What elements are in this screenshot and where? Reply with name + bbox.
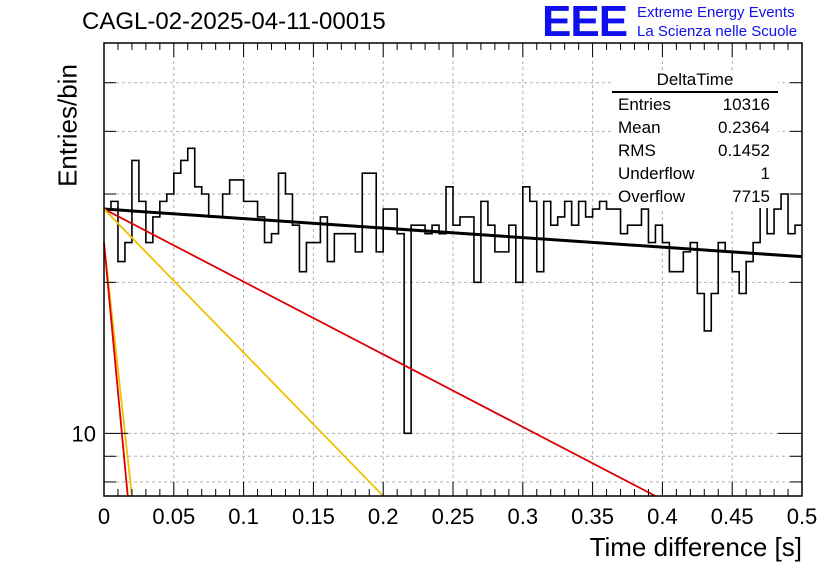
x-tick-label: 0.5 <box>787 504 818 529</box>
tick-labels: 0 0.05 0.1 0.15 0.2 0.25 0.3 0.35 0.4 0.45 0.5 10 <box>72 421 818 529</box>
y-tick-label: 10 <box>72 421 96 446</box>
fit-line-fit-red-1 <box>103 208 656 497</box>
x-tick-label: 0 <box>98 504 110 529</box>
fit-line-fit-red-2 <box>103 242 129 497</box>
x-tick-label: 0.35 <box>571 504 614 529</box>
logo-line-1: Extreme Energy Events <box>637 4 795 21</box>
x-tick-label: 0.4 <box>647 504 678 529</box>
run-title: CAGL-02-2025-04-11-00015 <box>82 8 386 35</box>
axis-ticks <box>103 43 803 496</box>
stats-title: DeltaTime <box>612 70 778 93</box>
stats-value: 1 <box>760 164 770 183</box>
stats-label: Overflow <box>618 187 686 206</box>
stats-box: DeltaTime Entries 10316 Mean 0.2364 RMS 0.145… <box>612 70 778 208</box>
stats-row: Underflow 1 <box>612 162 778 185</box>
fit-line-fit <box>103 207 803 259</box>
stats-label: Entries <box>618 95 671 114</box>
stats-row: Overflow 7715 <box>612 185 778 208</box>
logo-line-2: La Scienza nelle Scuole <box>637 23 798 40</box>
stats-value: 0.1452 <box>718 141 770 160</box>
x-tick-label: 0.25 <box>432 504 475 529</box>
stats-row: Entries 10316 <box>612 93 778 116</box>
x-tick-label: 0.3 <box>508 504 539 529</box>
fit-lines <box>103 207 803 497</box>
stats-row: Mean 0.2364 <box>612 116 778 139</box>
stats-label: RMS <box>618 141 656 160</box>
stats-value: 10316 <box>722 95 770 114</box>
fit-line-fit-yellow-1 <box>103 208 384 497</box>
x-tick-label: 0.2 <box>368 504 399 529</box>
stats-label: Mean <box>618 118 661 137</box>
stats-label: Underflow <box>618 164 695 183</box>
x-tick-label: 0.15 <box>292 504 335 529</box>
stats-row: RMS 0.1452 <box>612 139 778 162</box>
x-tick-label: 0.45 <box>711 504 754 529</box>
y-axis-label: Entries/bin <box>52 64 83 187</box>
stats-value: 0.2364 <box>718 118 770 137</box>
eee-logo: EEE <box>542 0 628 46</box>
x-axis-label: Time difference [s] <box>589 532 802 562</box>
stats-value: 7715 <box>732 187 770 206</box>
logo-text: Extreme Energy Events La Scienza nelle S… <box>637 3 797 41</box>
x-tick-label: 0.05 <box>152 504 195 529</box>
x-tick-label: 0.1 <box>228 504 259 529</box>
